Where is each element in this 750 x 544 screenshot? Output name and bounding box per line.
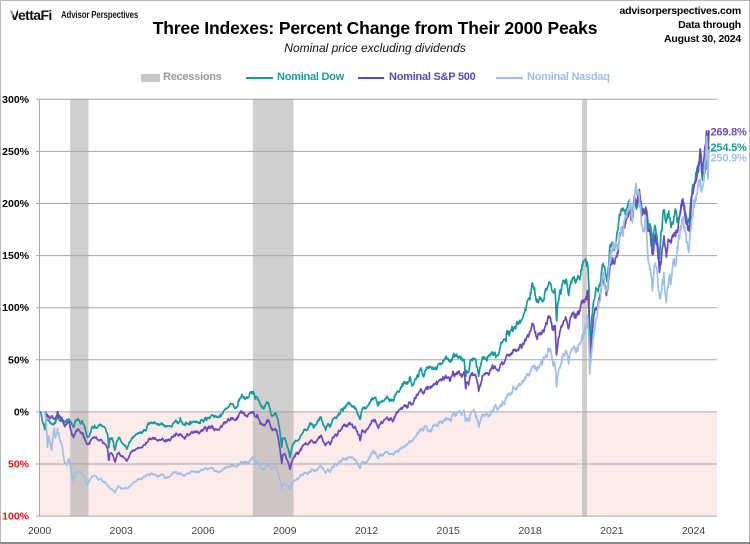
svg-text:150%: 150% [2, 250, 30, 262]
svg-text:50%: 50% [8, 459, 30, 471]
svg-text:2021: 2021 [600, 525, 624, 537]
svg-text:300%: 300% [2, 94, 30, 106]
svg-text:269.8%: 269.8% [711, 127, 748, 139]
svg-text:250%: 250% [2, 146, 30, 158]
svg-text:100%: 100% [2, 302, 30, 314]
svg-text:2009: 2009 [273, 525, 297, 537]
svg-text:50%: 50% [8, 355, 30, 367]
svg-text:2003: 2003 [110, 525, 134, 537]
svg-text:254.5%: 254.5% [711, 142, 748, 154]
svg-text:2024: 2024 [682, 525, 706, 537]
svg-text:0%: 0% [14, 407, 30, 419]
svg-text:200%: 200% [2, 198, 30, 210]
svg-text:2006: 2006 [191, 525, 215, 537]
svg-text:2018: 2018 [518, 525, 542, 537]
svg-text:250.9%: 250.9% [711, 153, 748, 165]
svg-text:2015: 2015 [437, 525, 461, 537]
svg-text:2012: 2012 [355, 525, 379, 537]
svg-text:2000: 2000 [28, 525, 52, 537]
svg-text:100%: 100% [2, 511, 30, 523]
